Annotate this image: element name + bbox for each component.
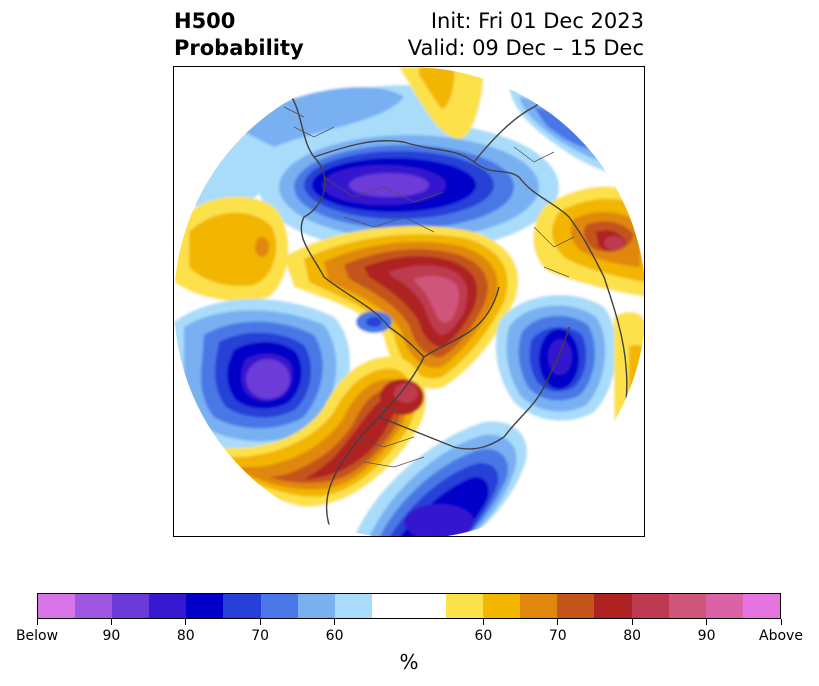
colorbar-segment — [112, 594, 150, 618]
colorbar-tick — [185, 619, 187, 625]
below-anomaly-siberia — [259, 122, 559, 252]
colorbar-tick-label: 70 — [251, 628, 270, 644]
colorbar-segment — [260, 594, 298, 618]
colorbar-segment — [371, 594, 447, 618]
colorbar-tick-label: Below — [15, 628, 59, 644]
below-anomaly-pacific — [174, 298, 351, 454]
colorbar-segment — [38, 594, 76, 618]
probability-field — [174, 67, 644, 536]
above-anomaly-europe — [533, 186, 644, 297]
above-anomaly-top — [399, 67, 484, 139]
colorbar-tick — [706, 619, 708, 625]
colorbar-segment — [705, 594, 743, 618]
colorbar-tick — [259, 619, 261, 625]
above-anomaly-arctic — [284, 226, 519, 389]
colorbar-tick-label: Above — [759, 628, 803, 644]
colorbar-tick — [482, 619, 484, 625]
colorbar-tick — [780, 619, 782, 625]
colorbar-tick-label: 90 — [102, 628, 121, 644]
colorbar-segment — [75, 594, 113, 618]
below-anomaly-south — [354, 421, 528, 536]
colorbar-segment — [446, 594, 484, 618]
colorbar-segment — [483, 594, 521, 618]
colorbar-tick-label: 60 — [474, 628, 493, 644]
colorbar-tick — [110, 619, 112, 625]
colorbar — [37, 593, 781, 619]
colorbar-unit-label: % — [399, 650, 419, 674]
colorbar-tick — [557, 619, 559, 625]
colorbar-segment — [149, 594, 187, 618]
map-dates: Init: Fri 01 Dec 2023 Valid: 09 Dec – 15… — [408, 8, 644, 62]
polar-probability-map — [173, 66, 645, 537]
colorbar-segment — [186, 594, 224, 618]
variable-label: H500 — [174, 9, 236, 33]
valid-date-label: Valid: 09 Dec – 15 Dec — [407, 36, 644, 60]
colorbar-segment — [742, 594, 780, 618]
colorbar-segment — [631, 594, 669, 618]
political-borders — [283, 106, 575, 468]
above-anomaly-east — [614, 311, 644, 487]
colorbar-segment — [520, 594, 558, 618]
above-anomaly-west — [174, 196, 289, 302]
colorbar-tick — [631, 619, 633, 625]
colorbar-tick — [334, 619, 336, 625]
colorbar-tick-label: 70 — [548, 628, 567, 644]
colorbar-segment — [668, 594, 706, 618]
colorbar-segment — [223, 594, 261, 618]
product-label: Probability — [174, 36, 304, 60]
map-title: H500 Probability — [174, 8, 304, 62]
below-anomaly-atlantic — [495, 295, 617, 421]
colorbar-tick-label: 80 — [623, 628, 642, 644]
map-svg — [174, 67, 644, 536]
colorbar-tick-label: 60 — [325, 628, 344, 644]
init-date-label: Init: Fri 01 Dec 2023 — [430, 9, 644, 33]
colorbar-segment — [594, 594, 632, 618]
colorbar-tick-label: 90 — [697, 628, 716, 644]
colorbar-segment — [334, 594, 372, 618]
colorbar-segment — [557, 594, 595, 618]
colorbar-tick-label: 80 — [176, 628, 195, 644]
colorbar-tick — [36, 619, 38, 625]
colorbar-segment — [297, 594, 335, 618]
